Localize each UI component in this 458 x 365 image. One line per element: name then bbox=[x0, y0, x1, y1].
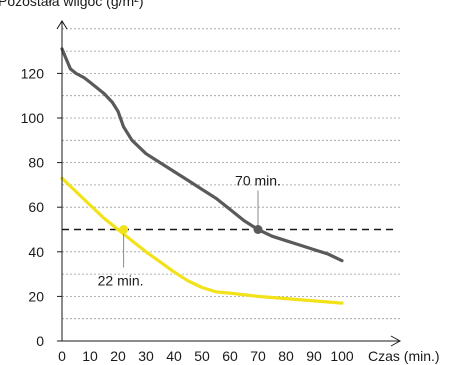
gridlines bbox=[62, 28, 400, 320]
x-tick-label: 30 bbox=[138, 348, 154, 364]
x-tick-label: 80 bbox=[278, 348, 294, 364]
y-axis-title: Pozostała wilgoć (g/m²) bbox=[0, 0, 144, 9]
series-line-1 bbox=[60, 47, 344, 263]
annotation-marker bbox=[119, 225, 129, 234]
y-tick-label: 40 bbox=[28, 244, 44, 260]
y-tick-label: 60 bbox=[28, 199, 44, 215]
x-tick-label: 100 bbox=[330, 348, 354, 364]
x-tick-label: 40 bbox=[166, 348, 182, 364]
annotations: 70 min. 22 min. bbox=[98, 173, 281, 289]
x-tick-label: 90 bbox=[306, 348, 322, 364]
x-tick-label: 10 bbox=[82, 348, 98, 364]
x-axis-title: Czas (min.) bbox=[368, 348, 440, 364]
annotation-label: 70 min. bbox=[235, 173, 281, 189]
x-tick-label: 0 bbox=[58, 348, 66, 364]
y-tick-label: 0 bbox=[36, 333, 44, 349]
x-axis-arrow bbox=[390, 335, 402, 347]
x-tick-label: 60 bbox=[222, 348, 238, 364]
y-tick-label: 120 bbox=[21, 65, 45, 81]
y-tick-label: 80 bbox=[28, 155, 44, 171]
annotation-label: 22 min. bbox=[98, 273, 144, 289]
series-layer bbox=[60, 47, 344, 305]
axes: 0 20 40 60 80 100 120 0 10 20 30 40 50 60 70 80 90 100 bbox=[21, 20, 402, 364]
y-tick-label: 20 bbox=[28, 288, 44, 304]
x-tick-label: 70 bbox=[250, 348, 266, 364]
annotation-marker bbox=[253, 225, 263, 234]
series-line-2 bbox=[60, 176, 344, 305]
x-tick-label: 20 bbox=[110, 348, 126, 364]
y-axis-arrow bbox=[56, 20, 68, 30]
x-tick-label: 50 bbox=[194, 348, 210, 364]
y-tick-label: 100 bbox=[21, 110, 45, 126]
